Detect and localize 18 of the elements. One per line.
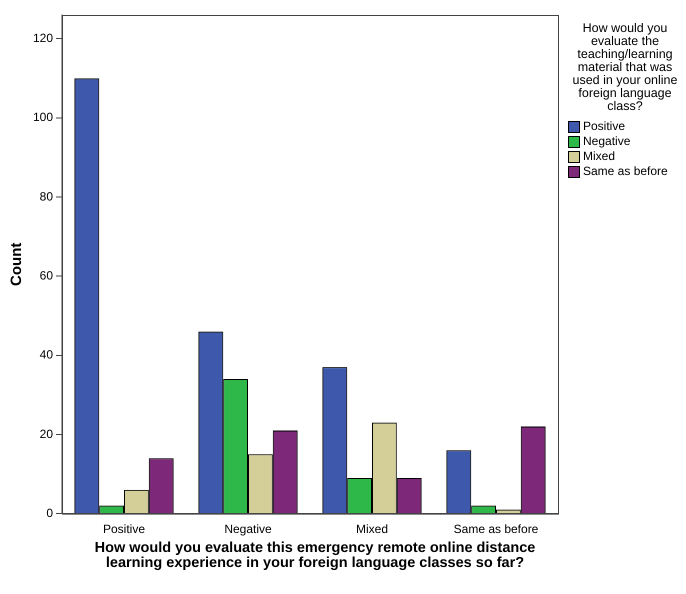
x-tick-label: Positive xyxy=(103,522,146,536)
y-tick-label: 100 xyxy=(32,110,54,124)
y-tick-label: 20 xyxy=(40,426,54,441)
legend-label: Same as before xyxy=(583,164,668,179)
x-tick-label: Mixed xyxy=(356,522,388,536)
legend-label: Mixed xyxy=(583,149,616,164)
legend-title: How would you evaluate the teaching/learning material that was used in your online foreign language class? xyxy=(572,21,678,113)
x-tick-label: Same as before xyxy=(454,522,539,536)
y-axis-title: Count xyxy=(8,242,26,286)
x-tick-label: Negative xyxy=(224,522,272,536)
legend-label: Negative xyxy=(583,134,630,149)
y-tick-label: 80 xyxy=(40,189,54,204)
x-axis-title: How would you evaluate this emergency remote online distance learning experience in your foreign language classes so far? xyxy=(94,540,536,571)
y-tick-label: 0 xyxy=(46,506,54,520)
y-tick-label: 40 xyxy=(40,348,54,362)
y-tick-label: 60 xyxy=(40,268,54,282)
y-tick-label: 120 xyxy=(32,31,54,46)
legend-label: Positive xyxy=(583,119,626,134)
